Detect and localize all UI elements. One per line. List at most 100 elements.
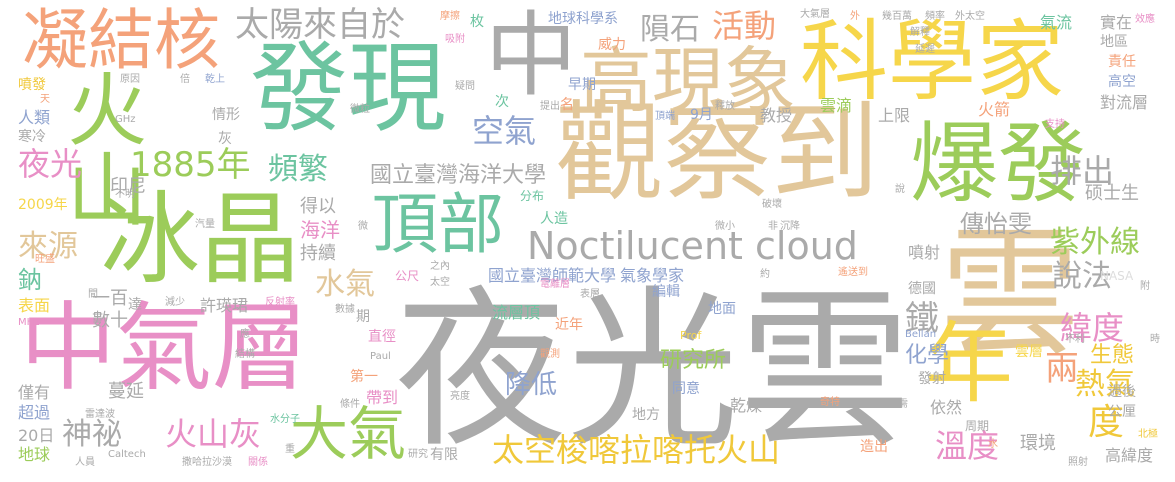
word-shuju: 數據: [335, 304, 355, 315]
word-huodong: 活動: [712, 7, 777, 45]
word-beiji: 北極: [1138, 429, 1158, 440]
word-deyi: 得以: [300, 196, 336, 217]
word-pinlv: 頻率: [925, 11, 945, 22]
word-yunshi: 隕石: [640, 12, 700, 47]
word-yundi: 雲滴: [820, 96, 853, 115]
word-weidu: 緯度: [1060, 309, 1125, 347]
word-shi: 時: [1150, 334, 1160, 345]
word-du: 度: [1088, 402, 1125, 443]
word-guanchadao: 觀察到: [555, 91, 880, 216]
word-qi: 期: [356, 309, 370, 325]
word-gaoweidu: 高緯度: [1105, 446, 1154, 465]
word-buli: 不利: [1065, 334, 1085, 345]
word-penshe: 噴射: [908, 243, 941, 262]
word-ming: 名: [560, 97, 574, 113]
word-wei: 微: [358, 221, 368, 232]
word-caltech: Caltech: [108, 449, 146, 460]
word-penfa: 噴發: [18, 77, 46, 93]
word-dimian: 地面: [708, 301, 736, 317]
word-difang: 地方: [632, 407, 660, 423]
word-yibai: 一百: [92, 288, 128, 309]
word-qingxing: 情形: [212, 107, 240, 123]
word-tichu: 提出: [540, 101, 560, 112]
word-zaoqi: 早期: [568, 77, 596, 93]
word-huanjing: 環境: [1020, 433, 1056, 454]
word-huoshanhui: 火山灰: [165, 415, 262, 453]
word-jinnian: 近年: [555, 317, 583, 333]
word-chixu: 持續: [300, 243, 336, 264]
word-jibaiwan: 幾百萬: [882, 11, 912, 22]
word-hui: 灰: [218, 131, 232, 147]
word-ningjiehe: 凝結核: [22, 2, 220, 79]
word-shuiqi: 水氣: [315, 267, 375, 302]
word-xifu: 吸附: [445, 34, 465, 45]
word-shenmi: 神祕: [62, 417, 122, 452]
word-jianshao: 減少: [165, 297, 185, 308]
word-yiwen: 疑問: [455, 81, 475, 92]
word-shushi: 數十: [92, 310, 128, 331]
word-zaochu: 造出: [860, 439, 888, 455]
word-shengtai: 生態: [1090, 343, 1135, 368]
word-qite: 奇特: [820, 397, 840, 408]
word-huoshan: 火山: [54, 68, 147, 228]
word-laiyuan: 來源: [18, 229, 78, 264]
word-zhong2: 重: [285, 444, 295, 455]
word-ghz: GHz: [115, 114, 136, 125]
word-taiyang: 太陽來自於: [235, 5, 405, 45]
word-pinfan: 頻繁: [268, 152, 328, 187]
word-1885: 1885年: [130, 145, 251, 185]
word-zhinei: 之內: [430, 261, 450, 272]
word-noctilucent-cloud: Noctilucent cloud: [527, 224, 858, 268]
word-xiaoying: 效應: [1135, 14, 1155, 25]
word-yinni: 印尼: [110, 176, 146, 197]
word-kexuejia: 科學家: [800, 10, 1065, 113]
word-yunceng: 雲層: [1015, 344, 1043, 360]
word-renzao: 人造: [540, 211, 568, 227]
word-daidao: 帶到: [366, 388, 399, 407]
word-9yue: 9月: [690, 107, 713, 123]
word-diyi: 第一: [350, 369, 378, 385]
word-jieshi: 解釋: [910, 27, 930, 38]
word-tian: 天: [40, 94, 50, 105]
word-gongli: 公厘: [1108, 404, 1136, 420]
word-yeguang: 夜光: [18, 145, 83, 183]
word-kongqi: 空氣: [472, 112, 537, 150]
word-20ri: 20日: [18, 426, 55, 445]
word-fu: 附: [1140, 281, 1150, 292]
word-ziwaixian: 紫外線: [1050, 225, 1140, 260]
word-fei: 非: [768, 221, 778, 232]
word-yun: 雲: [940, 213, 1081, 376]
word-gaoxianxiang: 高現象: [580, 39, 797, 123]
word-xu: 需: [898, 399, 908, 410]
word-shizai: 實在: [1100, 13, 1133, 32]
word-yanjiu: 研究: [408, 449, 428, 460]
word-hanleng: 寒冷: [18, 129, 46, 145]
word-dianliceng: 電離層: [540, 279, 570, 290]
word-zhaoshe: 照射: [1068, 457, 1088, 468]
word-shifang: 釋放: [715, 101, 735, 112]
word-jiaoshou: 教授: [760, 106, 793, 125]
word-shuifenzi: 水分子: [270, 414, 300, 425]
word-wendu: 溫度: [935, 427, 1000, 465]
word-paichu: 排出: [1050, 152, 1115, 190]
word-reqi: 熱氣: [1075, 367, 1135, 402]
word-nian: 年: [925, 312, 1014, 415]
word-dingduan: 頂端: [655, 111, 675, 122]
word-prof: Prof: [680, 329, 702, 342]
word-yaosongdao: 遙送到: [838, 267, 868, 278]
word-yiran: 依然: [930, 398, 963, 417]
word-wangsheng: 旺盛: [35, 254, 55, 265]
word-dingbu: 頂部: [372, 186, 504, 263]
word-renyuan: 人員: [75, 457, 95, 468]
word-renlei: 人類: [18, 108, 51, 127]
word-qiliang: 汽量: [195, 219, 215, 230]
word-fenbu: 分布: [520, 189, 545, 203]
word-gaokong: 高空: [1108, 74, 1136, 90]
word-ci: 次: [495, 94, 509, 110]
word-guance: 觀測: [540, 349, 560, 360]
word-liangdu: 亮度: [450, 391, 470, 402]
word-shui: 水: [988, 439, 998, 450]
word-yanchi: 延遲: [915, 44, 935, 55]
word-ying: 應: [240, 329, 250, 340]
